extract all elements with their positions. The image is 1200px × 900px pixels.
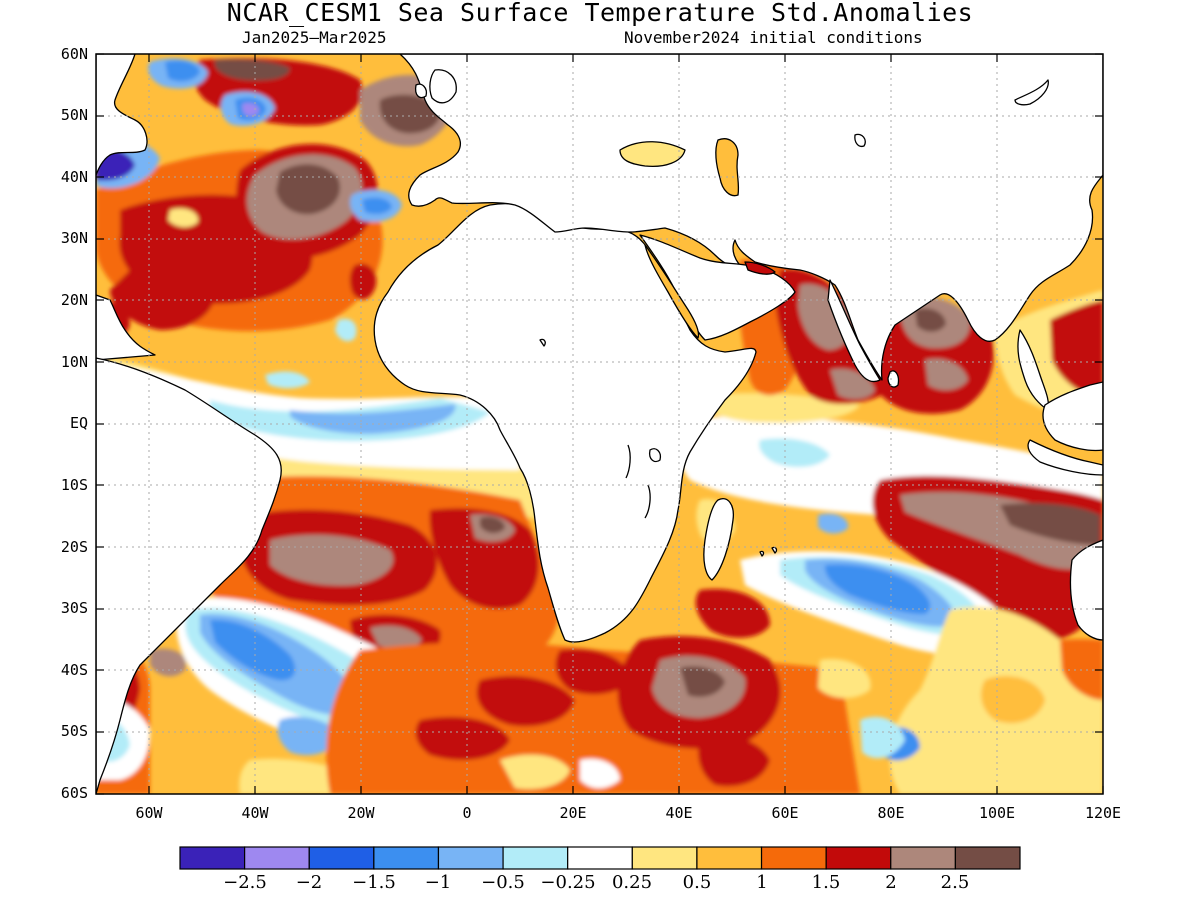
lon-label-100e: 100E bbox=[978, 804, 1016, 822]
colorbar-label: 2 bbox=[885, 872, 897, 893]
lat-label-10n: 10N bbox=[60, 353, 88, 371]
lat-label-60n: 60N bbox=[60, 45, 88, 63]
lat-label-20s: 20S bbox=[60, 538, 88, 556]
colorbar-swatch bbox=[308, 846, 375, 870]
lat-label-eq: EQ bbox=[69, 414, 88, 432]
lon-label-20e: 20E bbox=[559, 804, 587, 822]
colorbar-label: 1.5 bbox=[811, 872, 841, 893]
colorbar-label: 1 bbox=[756, 872, 768, 893]
colorbar-label: 0.25 bbox=[611, 872, 653, 893]
lon-label-0: 0 bbox=[462, 804, 472, 822]
colorbar-swatch bbox=[244, 846, 310, 870]
lat-label-60s: 60S bbox=[60, 784, 88, 802]
lon-label-120e: 120E bbox=[1084, 804, 1122, 822]
colorbar-swatch bbox=[373, 846, 440, 870]
lat-label-30n: 30N bbox=[60, 229, 88, 247]
colorbar-swatch bbox=[179, 846, 246, 870]
colorbar-swatch bbox=[890, 846, 956, 870]
colorbar-swatch bbox=[825, 846, 892, 870]
lon-label-40e: 40E bbox=[665, 804, 693, 822]
lon-label-20w: 20W bbox=[347, 804, 375, 822]
colorbar-swatch bbox=[631, 846, 698, 870]
colorbar-swatch bbox=[760, 846, 827, 870]
lat-label-20n: 20N bbox=[60, 291, 88, 309]
colorbar-label: −0.5 bbox=[481, 872, 525, 893]
colorbar-swatch bbox=[437, 846, 504, 870]
colorbar-swatch bbox=[567, 846, 633, 870]
lon-label-60w: 60W bbox=[135, 804, 163, 822]
lon-label-80e: 80E bbox=[877, 804, 905, 822]
land bbox=[96, 54, 1103, 794]
colorbar-label: −2.5 bbox=[223, 872, 267, 893]
colorbar-label: −0.25 bbox=[540, 872, 596, 893]
lon-label-60e: 60E bbox=[771, 804, 799, 822]
colorbar-swatch bbox=[502, 846, 569, 870]
initial-conditions: November2024 initial conditions bbox=[624, 28, 923, 47]
map-title: NCAR_CESM1 Sea Surface Temperature Std.A… bbox=[226, 0, 974, 27]
colorbar-label: −1 bbox=[424, 872, 452, 893]
colorbar-swatch bbox=[696, 846, 763, 870]
colorbar-label: 2.5 bbox=[940, 872, 970, 893]
forecast-period: Jan2025–Mar2025 bbox=[242, 28, 387, 47]
colorbar bbox=[179, 846, 1021, 870]
lat-label-50s: 50S bbox=[60, 722, 88, 740]
tick-marks bbox=[96, 53, 1104, 795]
colorbar-swatch bbox=[954, 846, 1021, 870]
colorbar-label: 0.5 bbox=[682, 872, 712, 893]
lat-label-40s: 40S bbox=[60, 661, 88, 679]
colorbar-label: −2 bbox=[295, 872, 323, 893]
lat-label-50n: 50N bbox=[60, 106, 88, 124]
lon-label-40w: 40W bbox=[241, 804, 269, 822]
lat-label-10s: 10S bbox=[60, 476, 88, 494]
colorbar-label: −1.5 bbox=[352, 872, 396, 893]
lat-label-40n: 40N bbox=[60, 168, 88, 186]
lat-label-30s: 30S bbox=[60, 599, 88, 617]
